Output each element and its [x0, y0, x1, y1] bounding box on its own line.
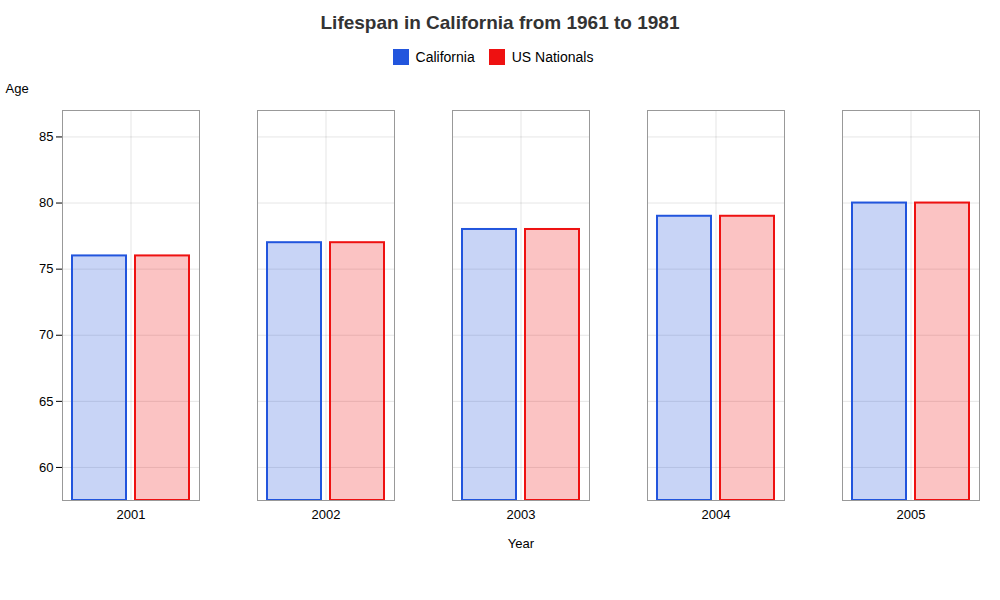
svg-text:70: 70	[39, 327, 53, 342]
svg-text:2005: 2005	[897, 507, 926, 522]
html-text:Lifespan in California from 19: Lifespan in California from 1961 to 1981	[320, 12, 680, 33]
html-text:US Nationals: US Nationals	[511, 48, 594, 65]
svg-text:Year: Year	[508, 536, 535, 551]
svg-text:2002: 2002	[312, 507, 341, 522]
svg-text:80: 80	[39, 195, 53, 210]
svg-text:2004: 2004	[702, 507, 731, 522]
svg-text:2003: 2003	[507, 507, 536, 522]
svg-text:2001: 2001	[117, 507, 146, 522]
svg-text:75: 75	[39, 261, 53, 276]
svg-text:Age: Age	[6, 81, 29, 96]
html-text:California: California	[415, 48, 475, 65]
svg-text:65: 65	[39, 394, 53, 409]
svg-text:60: 60	[39, 460, 53, 475]
svg-text:85: 85	[39, 129, 53, 144]
